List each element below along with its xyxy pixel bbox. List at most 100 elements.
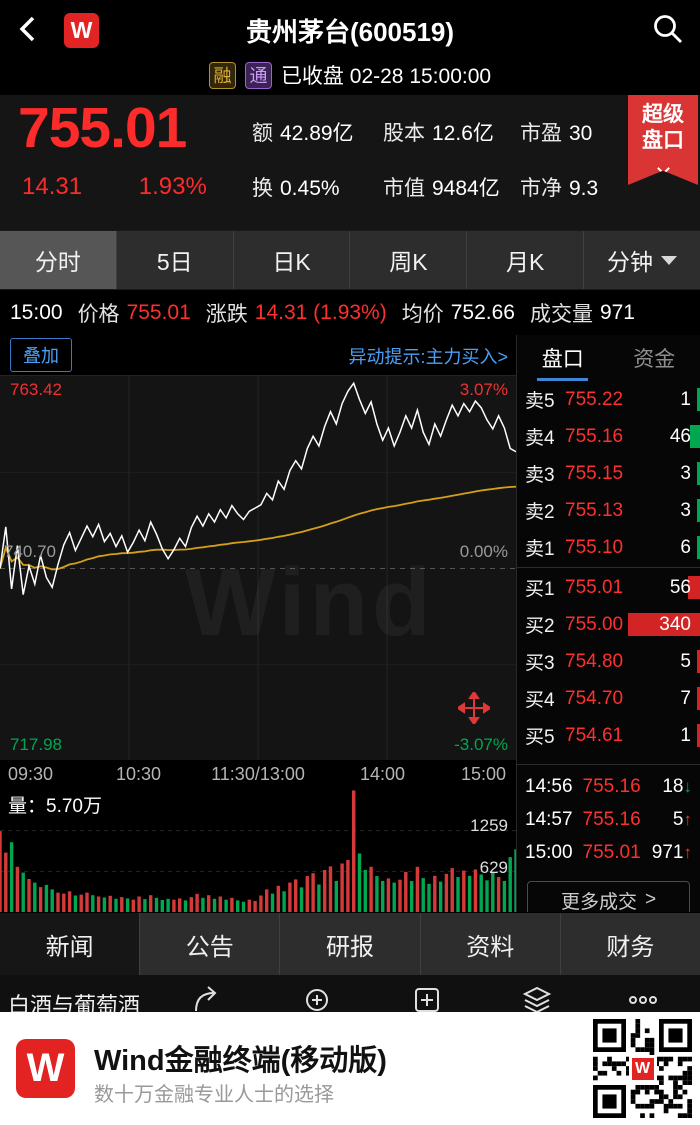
bid-row-2[interactable]: 买2 755.00 340 <box>517 606 700 643</box>
y-axis-low: 717.98 <box>10 735 62 754</box>
search-button[interactable] <box>650 11 686 47</box>
info-change: 14.31 (1.93%) <box>254 300 387 324</box>
order-panel-tabs: 盘口 资金 <box>517 335 700 381</box>
tab-order-book[interactable]: 盘口 <box>517 335 609 381</box>
ask-row-2[interactable]: 卖2 755.13 3 <box>517 492 700 529</box>
x-tick: 15:00 <box>460 764 506 784</box>
trade-direction-icon: ↓ <box>683 776 693 796</box>
sector-ticker[interactable]: 白酒与葡萄酒 <box>8 993 141 1012</box>
stat-pb: 市净 9.3 <box>520 177 599 200</box>
order-book-divider <box>517 567 700 568</box>
info-price-label: 价格 <box>77 302 120 326</box>
share-icon[interactable] <box>192 985 222 1012</box>
header: W 贵州茅台(600519) 融 通 已收盘 02-28 15:00:00 <box>0 0 700 95</box>
intraday-price-chart[interactable]: 763.42 3.07% 740.70 0.00% 717.98 -3.07% <box>0 375 516 760</box>
change-percent: 1.93% <box>138 173 207 200</box>
bid-row-4[interactable]: 买4 754.70 7 <box>517 680 700 717</box>
pct-axis-high: 3.07% <box>459 380 508 399</box>
add-watchlist-icon[interactable] <box>412 985 442 1012</box>
main-content: 叠加 异动提示:主力买入> 763.42 3.07% 740.70 0.00% … <box>0 335 700 912</box>
trade-row[interactable]: 15:00 755.01 971 ↑ <box>525 841 693 863</box>
x-tick: 11:30/13:00 <box>211 764 305 784</box>
info-change-label: 涨跌 <box>205 302 248 326</box>
info-avg: 752.66 <box>450 300 515 324</box>
chart-toolbar: 叠加 异动提示:主力买入> <box>0 335 516 375</box>
info-price: 755.01 <box>126 300 191 324</box>
depth-bar <box>697 499 700 522</box>
volume-tick: 1259 <box>470 816 508 835</box>
page-title: 贵州茅台(600519) <box>245 17 455 47</box>
depth-bar <box>697 724 700 747</box>
info-vol-label: 成交量 <box>529 302 593 326</box>
info-vol: 971 <box>599 300 635 324</box>
ask-row-4[interactable]: 卖4 755.16 46 <box>517 418 700 455</box>
wind-app-logo: W <box>64 13 99 48</box>
tab-financials[interactable]: 财务 <box>559 913 700 975</box>
ask-row-5[interactable]: 卖5 755.22 1 <box>517 381 700 418</box>
ribbon-label-line2: 盘口 <box>642 129 684 152</box>
price-change: 14.31 1.93% <box>22 173 207 201</box>
tab-news[interactable]: 新闻 <box>0 913 140 975</box>
pct-axis-low: -3.07% <box>454 735 508 754</box>
depth-bar <box>697 536 700 559</box>
stat-pe: 市盈 30 <box>520 122 593 145</box>
chevron-right-icon: > <box>644 889 657 910</box>
more-icon[interactable] <box>628 985 658 1012</box>
depth-bar <box>690 425 700 448</box>
stat-shares: 股本 12.6亿 <box>383 122 494 145</box>
recent-trades: 14:56 755.16 18 ↓ 14:57 755.16 5 ↑ 15:00 755.01… <box>517 764 700 869</box>
action-toolbar: 白酒与葡萄酒 <box>0 975 700 1012</box>
tab-monthly-k[interactable]: 月K <box>466 231 583 289</box>
unusual-move-alert-link[interactable]: 异动提示:主力买入> <box>348 347 508 367</box>
bid-row-5[interactable]: 买5 754.61 1 <box>517 717 700 754</box>
volume-chart-svg <box>0 790 516 912</box>
trade-row[interactable]: 14:57 755.16 5 ↑ <box>525 808 692 830</box>
chevron-down-icon <box>661 255 678 265</box>
margin-trading-badge: 融 <box>208 61 236 89</box>
content-tab-bar: 新闻 公告 研报 资料 财务 <box>0 912 700 975</box>
market-status: 已收盘 02-28 15:00:00 <box>280 65 492 88</box>
bid-row-1[interactable]: 买1 755.01 56 <box>517 569 700 606</box>
chart-column: 叠加 异动提示:主力买入> 763.42 3.07% 740.70 0.00% … <box>0 335 516 912</box>
tab-minute-k[interactable]: 分钟 <box>583 231 700 289</box>
stat-turnover-rate: 换 0.45% <box>252 177 340 200</box>
tab-profile[interactable]: 资料 <box>419 913 560 975</box>
ask-row-3[interactable]: 卖3 755.15 3 <box>517 455 700 492</box>
depth-bar <box>628 613 700 636</box>
depth-bar <box>697 687 700 710</box>
bid-row-3[interactable]: 买3 754.80 5 <box>517 643 700 680</box>
stat-market-cap: 市值 9484亿 <box>383 177 500 200</box>
trade-row[interactable]: 14:56 755.16 18 ↓ <box>525 775 693 797</box>
x-tick: 14:00 <box>360 764 406 784</box>
tab-weekly-k[interactable]: 周K <box>349 231 466 289</box>
overlay-button[interactable]: 叠加 <box>10 338 72 372</box>
price-chart-svg <box>0 376 516 760</box>
tab-daily-k[interactable]: 日K <box>232 231 350 289</box>
tab-research[interactable]: 研报 <box>279 913 419 975</box>
tab-announcements[interactable]: 公告 <box>139 913 279 975</box>
y-axis-mid: 740.70 <box>4 542 56 561</box>
chevron-down-icon <box>656 162 670 175</box>
tab-5day[interactable]: 5日 <box>115 231 233 289</box>
tab-money-flow[interactable]: 资金 <box>633 348 676 371</box>
crosshair-move-icon[interactable] <box>458 692 490 724</box>
back-button[interactable] <box>12 12 46 46</box>
alert-add-icon[interactable] <box>302 985 332 1012</box>
ask-row-1[interactable]: 卖1 755.10 6 <box>517 529 700 566</box>
wind-logo-small: W <box>628 1054 657 1083</box>
more-trades-button[interactable]: 更多成交 > <box>527 881 690 912</box>
stock-connect-badge: 通 <box>244 61 272 89</box>
x-tick: 09:30 <box>8 764 54 784</box>
info-avg-label: 均价 <box>401 302 444 326</box>
y-axis-high: 763.42 <box>10 380 62 399</box>
trade-direction-icon: ↑ <box>683 842 693 862</box>
super-order-book-ribbon[interactable]: 超级 盘口 <box>628 95 698 185</box>
app-promo-banner[interactable]: W Wind金融终端(移动版) 数十万金融专业人士的选择 W <box>0 1012 700 1125</box>
depth-bar <box>697 388 700 411</box>
banner-title: Wind金融终端(移动版) <box>94 1045 387 1077</box>
layers-icon[interactable] <box>522 985 552 1012</box>
tab-intraday[interactable]: 分时 <box>0 231 116 289</box>
change-value: 14.31 <box>22 173 83 200</box>
volume-chart[interactable]: 量：5.70万 1259 629 <box>0 790 516 912</box>
